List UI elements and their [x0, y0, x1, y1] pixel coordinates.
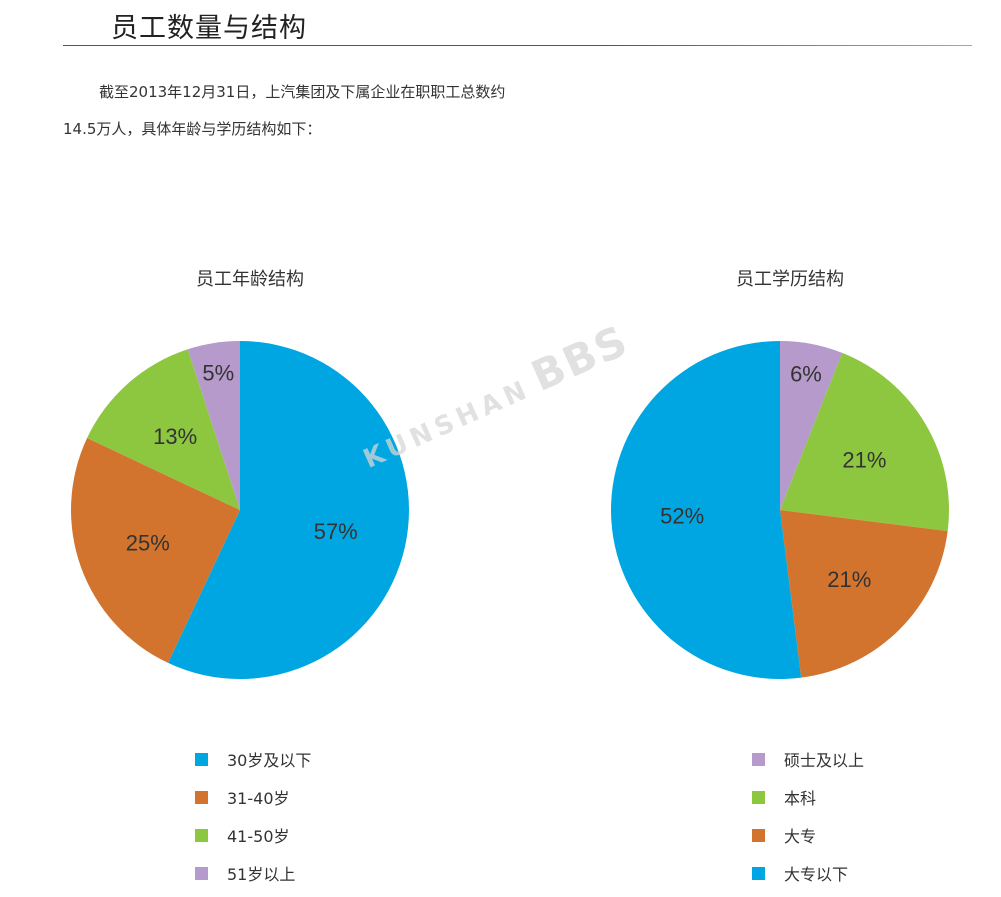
legend-label: 大专以下 — [784, 865, 849, 884]
legend-label: 硕士及以上 — [784, 751, 865, 770]
section-title: 员工数量与结构 — [111, 13, 307, 44]
title-divider — [63, 45, 972, 46]
slice-label: 21% — [842, 448, 886, 473]
legend-item: 本科 — [752, 778, 864, 816]
legend-swatch — [752, 866, 765, 880]
slice-label: 13% — [153, 424, 197, 449]
education-legend: 硕士及以上 本科 大专 大专以下 — [752, 740, 864, 892]
pie-slice — [780, 352, 949, 532]
legend-swatch — [195, 828, 208, 842]
legend-swatch — [195, 866, 208, 880]
slice-label: 25% — [126, 531, 170, 556]
education-pie: 6% 21% 21% 52% — [611, 341, 949, 679]
age-pie: 57% 25% 13% 5% — [71, 341, 409, 679]
pie-slice — [168, 341, 409, 679]
legend-label: 30岁及以下 — [227, 751, 312, 770]
chart-title-age: 员工年龄结构 — [196, 269, 304, 290]
legend-item: 41-50岁 — [195, 816, 311, 854]
pie-slice — [87, 349, 240, 510]
slice-label: 21% — [827, 567, 871, 592]
pie-slice — [780, 341, 843, 510]
legend-swatch — [752, 828, 765, 842]
legend-item: 51岁以上 — [195, 854, 311, 892]
legend-label: 51岁以上 — [227, 865, 296, 884]
legend-swatch — [752, 790, 765, 804]
legend-label: 41-50岁 — [227, 827, 290, 846]
slice-label: 5% — [202, 361, 234, 386]
pie-slice — [611, 341, 802, 679]
slice-label: 57% — [314, 519, 358, 544]
pie-slice — [71, 438, 241, 663]
chart-title-education: 员工学历结构 — [736, 269, 844, 290]
legend-label: 本科 — [784, 789, 817, 808]
legend-item: 31-40岁 — [195, 778, 311, 816]
legend-swatch — [195, 752, 208, 766]
intro-paragraph: 截至2013年12月31日，上汽集团及下属企业在职职工总数约14.5万人，具体年… — [63, 83, 506, 138]
legend-item: 大专 — [752, 816, 864, 854]
pie-slice — [780, 510, 948, 678]
age-legend: 30岁及以下 31-40岁 41-50岁 51岁以上 — [195, 740, 311, 892]
legend-item: 30岁及以下 — [195, 740, 311, 778]
title-divider-accent — [600, 45, 972, 46]
legend-label: 31-40岁 — [227, 789, 290, 808]
legend-swatch — [752, 752, 765, 766]
legend-label: 大专 — [784, 827, 817, 846]
legend-swatch — [195, 790, 208, 804]
legend-item: 大专以下 — [752, 854, 864, 892]
legend-item: 硕士及以上 — [752, 740, 864, 778]
slice-label: 52% — [660, 504, 704, 529]
pie-slice — [187, 341, 240, 510]
slice-label: 6% — [790, 361, 822, 386]
